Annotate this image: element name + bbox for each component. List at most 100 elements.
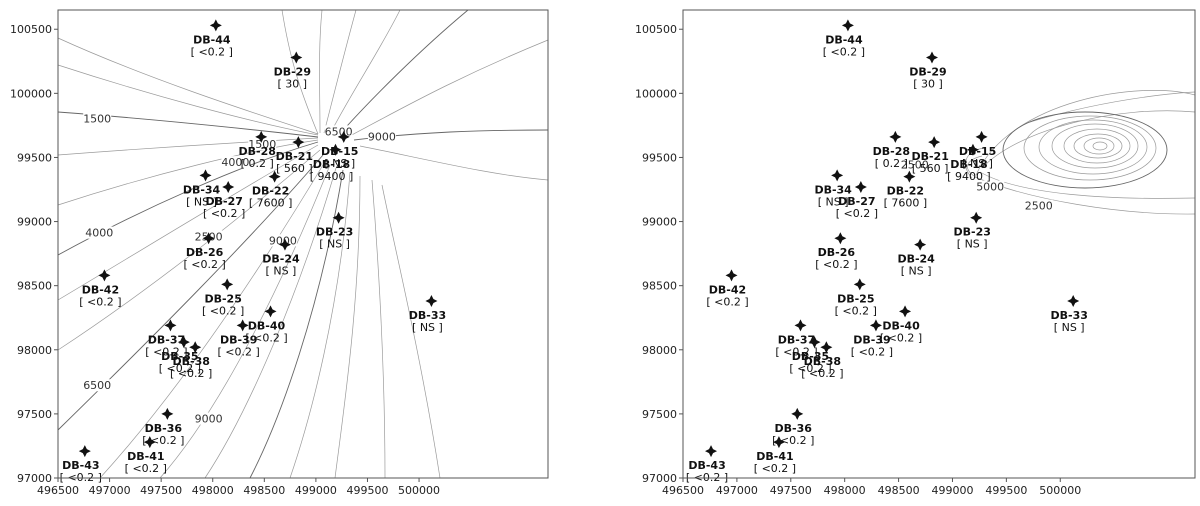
well-marker-icon (264, 305, 277, 318)
well-marker-icon (772, 436, 785, 449)
well-db-34[interactable]: DB-34[ NS ] (183, 169, 221, 208)
well-db-27[interactable]: DB-27[ <0.2 ] (203, 180, 245, 220)
well-db-18[interactable]: DB-18[ 9400 ] (310, 143, 354, 183)
contour-label-bg (268, 234, 297, 247)
well-db-37[interactable]: DB-37[ <0.2 ] (775, 319, 818, 358)
well-name: DB-35 (792, 350, 829, 363)
well-name: DB-27 (206, 195, 243, 208)
well-marker-icon (854, 180, 867, 193)
well-db-25[interactable]: DB-25[ <0.2 ] (835, 278, 877, 317)
well-value: [ 9400 ] (947, 170, 991, 183)
well-value: [ NS ] (412, 321, 443, 334)
contour-map-left: 1500150040004000650065009000900090002500… (10, 9, 549, 497)
well-db-39[interactable]: DB-39[ <0.2 ] (851, 319, 893, 358)
well-db-33[interactable]: DB-33[ NS ] (1051, 295, 1088, 334)
x-tick-label: 496500 (37, 484, 79, 497)
well-name: DB-24 (262, 253, 300, 266)
well-marker-icon (899, 305, 912, 318)
well-marker-icon (808, 336, 821, 349)
well-marker-icon (725, 269, 738, 282)
well-db-37[interactable]: DB-37[ <0.2 ] (145, 319, 188, 358)
well-marker-icon (853, 278, 866, 291)
well-marker-icon (831, 169, 844, 182)
well-marker-icon (903, 170, 916, 183)
well-db-21[interactable]: DB-21[ 560 ] (276, 136, 313, 175)
well-db-42[interactable]: DB-42[ <0.2 ] (79, 269, 122, 308)
well-db-36[interactable]: DB-36[ <0.2 ] (772, 407, 814, 447)
y-tick-label: 98000 (642, 344, 677, 357)
y-tick-label: 97500 (642, 408, 677, 421)
well-name: DB-24 (897, 253, 935, 266)
contour-label-bg (83, 112, 112, 125)
x-tick-label: 500000 (1039, 484, 1081, 497)
plot-frame (682, 9, 1196, 479)
well-db-15[interactable]: DB-15[ NS ] (959, 130, 996, 170)
well-value: [ <0.2 ] (754, 462, 796, 475)
well-db-36[interactable]: DB-36[ <0.2 ] (142, 407, 184, 447)
well-value: [ <0.2 ] (706, 295, 748, 308)
contour-label-bg (194, 412, 223, 425)
x-tick-label: 498000 (824, 484, 866, 497)
y-tick-label: 98500 (642, 280, 677, 293)
well-name: DB-29 (909, 65, 946, 78)
well-db-27[interactable]: DB-27[ <0.2 ] (836, 180, 878, 220)
well-marker-icon (199, 169, 212, 182)
well-db-18[interactable]: DB-18[ 9400 ] (947, 143, 991, 183)
well-name: DB-28 (873, 145, 910, 158)
well-value: [ <0.2 ] (202, 304, 244, 317)
y-tick-label: 99500 (642, 151, 677, 164)
well-db-24[interactable]: DB-24[ NS ] (897, 238, 935, 278)
well-db-43[interactable]: DB-43[ <0.2 ] (60, 445, 102, 484)
well-db-34[interactable]: DB-34[ NS ] (814, 169, 852, 208)
contour-label: 1500 (248, 138, 276, 151)
well-db-26[interactable]: DB-26[ <0.2 ] (815, 232, 858, 271)
well-value: [ NS ] (1054, 321, 1085, 334)
well-value: [ NS ] (319, 238, 350, 251)
well-db-44[interactable]: DB-44[ <0.2 ] (191, 19, 233, 58)
well-name: DB-39 (853, 333, 890, 346)
well-value: [ <0.2 ] (836, 207, 878, 220)
well-name: DB-40 (248, 319, 286, 332)
well-db-40[interactable]: DB-40[ <0.2 ] (245, 305, 288, 344)
well-db-35[interactable]: DB-35[ <0.2 ] (789, 336, 832, 375)
well-name: DB-37 (778, 333, 815, 346)
well-db-38[interactable]: DB-38[ <0.2 ] (170, 341, 212, 380)
well-db-23[interactable]: DB-23[ NS ] (316, 211, 353, 251)
well-db-41[interactable]: DB-41[ <0.2 ] (125, 436, 167, 475)
well-db-26[interactable]: DB-26[ <0.2 ] (183, 232, 226, 271)
x-axis: 496500 497000 497500 498000 498500 499000 4995… (37, 478, 440, 497)
well-db-15[interactable]: DB-15[ NS ] (321, 130, 358, 170)
well-db-28[interactable]: DB-28[ 0.2 ] (239, 130, 276, 170)
well-db-42[interactable]: DB-42[ <0.2 ] (706, 269, 749, 308)
well-db-44[interactable]: DB-44[ <0.2 ] (823, 19, 865, 58)
well-db-24[interactable]: DB-24[ NS ] (262, 238, 300, 278)
well-db-23[interactable]: DB-23[ NS ] (953, 211, 991, 251)
well-db-39[interactable]: DB-39[ <0.2 ] (218, 319, 260, 358)
well-db-40[interactable]: DB-40[ <0.2 ] (880, 305, 922, 344)
well-value: [ 7600 ] (249, 197, 293, 210)
well-name: DB-23 (953, 226, 990, 239)
well-db-33[interactable]: DB-33[ NS ] (409, 295, 446, 334)
well-db-29[interactable]: DB-29[ 30 ] (909, 51, 947, 90)
contour-label: 9000 (195, 413, 223, 426)
well-db-28[interactable]: DB-28[ 0.2 ] (873, 130, 910, 170)
well-value: [ <0.2 ] (191, 45, 233, 58)
well-db-25[interactable]: DB-25[ <0.2 ] (202, 278, 244, 317)
well-value: [ 560 ] (276, 162, 313, 175)
well-name: DB-41 (756, 450, 793, 463)
well-db-22[interactable]: DB-22[ 7600 ] (884, 170, 928, 210)
well-db-22[interactable]: DB-22[ 7600 ] (249, 170, 293, 210)
x-tick-label: 499500 (346, 484, 388, 497)
well-db-41[interactable]: DB-41[ <0.2 ] (754, 436, 796, 475)
well-db-21[interactable]: DB-21[ 560 ] (911, 136, 949, 175)
well-markers: DB-44[ <0.2 ] DB-29[ 30 ] DB-15[ NS ] DB-28… (60, 19, 446, 484)
well-value: [ <0.2 ] (775, 345, 817, 358)
well-value: [ <0.2 ] (815, 258, 857, 271)
well-db-29[interactable]: DB-29[ 30 ] (274, 51, 311, 90)
well-value: [ <0.2 ] (772, 434, 814, 447)
x-tick-label: 499000 (931, 484, 973, 497)
well-name: DB-26 (818, 246, 856, 259)
well-db-38[interactable]: DB-38[ <0.2 ] (801, 341, 844, 380)
well-name: DB-38 (804, 355, 841, 368)
well-db-35[interactable]: DB-35[ <0.2 ] (159, 336, 201, 375)
